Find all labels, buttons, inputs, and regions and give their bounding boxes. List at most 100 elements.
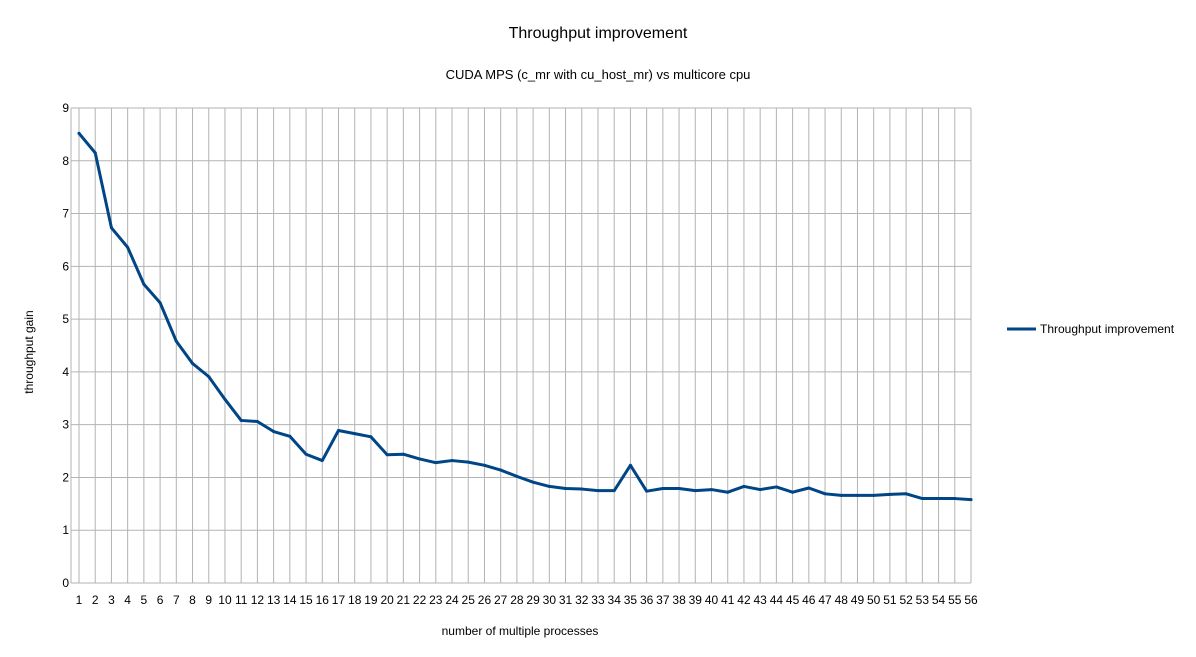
data-point (158, 301, 162, 305)
data-point (255, 420, 259, 423)
x-tick-label: 54 (932, 593, 946, 607)
x-tick-label: 55 (948, 593, 962, 607)
x-axis-title: number of multiple processes (442, 624, 599, 638)
data-point (174, 339, 178, 343)
x-tick-label: 53 (916, 593, 930, 607)
x-tick-label: 49 (851, 593, 865, 607)
x-tick-label: 23 (429, 593, 443, 607)
x-tick-label: 43 (753, 593, 767, 607)
data-point (710, 488, 714, 492)
data-point (742, 484, 746, 488)
x-tick-label: 22 (413, 593, 427, 607)
y-tick-label: 4 (62, 365, 69, 379)
series-layer (77, 131, 973, 502)
x-tick-label: 2 (92, 593, 99, 607)
x-tick-label: 45 (786, 593, 800, 607)
data-point (450, 459, 454, 463)
x-tick-label: 10 (218, 593, 232, 607)
data-point (418, 457, 422, 461)
data-point (839, 493, 843, 497)
data-point (953, 497, 957, 501)
data-point (239, 418, 243, 422)
data-point (580, 487, 584, 491)
x-tick-label: 44 (770, 593, 784, 607)
data-point (596, 489, 600, 493)
x-tick-label: 27 (494, 593, 508, 607)
data-point (142, 282, 146, 286)
data-point (320, 459, 324, 463)
data-point (288, 434, 292, 438)
x-tick-label: 28 (510, 593, 524, 607)
y-tick-label: 2 (62, 470, 69, 484)
data-point (823, 492, 827, 496)
x-tick-label: 47 (818, 593, 832, 607)
x-tick-label: 39 (689, 593, 703, 607)
x-tick-label: 41 (721, 593, 735, 607)
x-tick-label: 52 (899, 593, 913, 607)
x-tick-label: 40 (705, 593, 719, 607)
y-tick-label: 9 (62, 101, 69, 115)
x-tick-label: 48 (835, 593, 849, 607)
x-tick-label: 29 (526, 593, 540, 607)
x-tick-label: 9 (205, 593, 212, 607)
data-point (369, 435, 373, 439)
data-point (499, 468, 503, 472)
data-point (434, 461, 438, 465)
data-point (920, 497, 924, 501)
x-tick-label: 21 (397, 593, 411, 607)
data-point (401, 452, 405, 456)
data-point (466, 460, 470, 464)
x-tick-label: 14 (283, 593, 297, 607)
x-tick-label: 32 (575, 593, 589, 607)
data-point (109, 226, 113, 230)
y-axis-title: throughput gain (22, 310, 36, 393)
y-tick-label: 1 (62, 523, 69, 537)
series-line (77, 131, 973, 502)
x-tick-label: 4 (124, 593, 131, 607)
data-point (336, 428, 340, 432)
data-point (937, 497, 941, 501)
x-tick-label: 37 (656, 593, 670, 607)
x-tick-label: 34 (608, 593, 622, 607)
data-point (661, 487, 665, 491)
data-point (888, 492, 892, 496)
data-point (612, 489, 616, 493)
x-tick-label: 42 (737, 593, 751, 607)
x-tick-label: 50 (867, 593, 881, 607)
data-point (207, 375, 211, 379)
y-tick-label: 5 (62, 312, 69, 326)
x-tick-label: 7 (173, 593, 180, 607)
data-point (564, 487, 568, 491)
y-axis-ticks: 0 1 2 3 4 5 6 7 8 9 (62, 101, 69, 590)
x-tick-label: 11 (235, 593, 248, 607)
data-point (807, 486, 811, 490)
x-tick-label: 18 (348, 593, 362, 607)
x-tick-label: 56 (964, 593, 978, 607)
x-tick-label: 35 (624, 593, 638, 607)
data-point (645, 489, 649, 493)
x-tick-label: 12 (251, 593, 265, 607)
data-point (693, 489, 697, 493)
data-point (726, 490, 730, 494)
data-point (126, 245, 130, 249)
data-point (515, 474, 519, 478)
x-tick-label: 25 (462, 593, 476, 607)
data-point (791, 490, 795, 494)
data-point (872, 493, 876, 497)
x-tick-label: 17 (332, 593, 346, 607)
data-point (93, 151, 97, 155)
x-tick-label: 8 (189, 593, 196, 607)
data-point (191, 361, 195, 365)
data-point (385, 453, 389, 457)
data-point (774, 485, 778, 489)
y-tick-label: 0 (62, 576, 69, 590)
x-tick-label: 26 (478, 593, 492, 607)
data-point (304, 452, 308, 456)
legend: Throughput improvement (1007, 322, 1175, 336)
data-point (531, 480, 535, 484)
data-point (904, 492, 908, 496)
x-tick-label: 5 (141, 593, 148, 607)
x-tick-label: 31 (559, 593, 573, 607)
data-point (223, 397, 227, 401)
